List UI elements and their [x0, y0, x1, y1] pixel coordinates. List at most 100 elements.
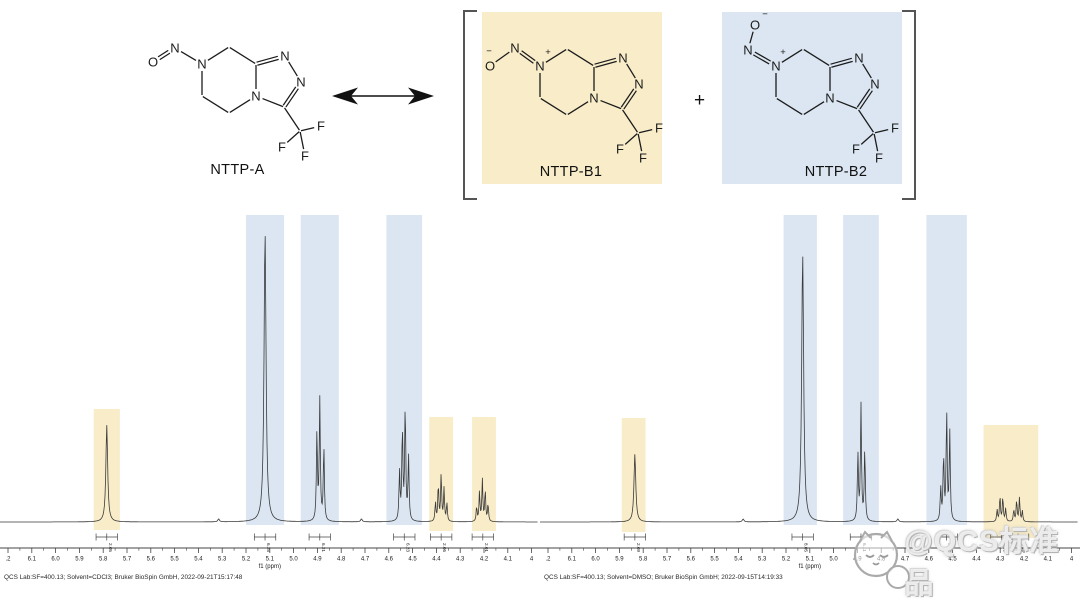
axis-tick-label: 5.9: [615, 557, 624, 563]
atom-label-O: O: [750, 18, 760, 33]
charge-label: −: [762, 10, 768, 20]
atom-label-N: N: [618, 51, 627, 66]
nttp-a-label: NTTP-A: [210, 162, 265, 178]
axis-tick-label: 5.3: [218, 557, 227, 563]
axis-tick-label: 5.0: [829, 557, 838, 563]
qcs-watermark: @QCS标准品: [848, 518, 1080, 602]
axis-tick-label: 5.9: [75, 557, 84, 563]
highlight-boxes: [93, 215, 496, 531]
axis-tick-label: 5.2: [782, 557, 791, 563]
axis-tick-label: 5.3: [758, 557, 767, 563]
atom-label-N: N: [854, 51, 863, 66]
resonance-arrow-icon: [332, 87, 434, 105]
axis-tick-label: 4.7: [361, 557, 370, 563]
spectrum-footer: QCS Lab:SF=400.13; Solvent=DMSO; Bruker …: [544, 574, 783, 581]
atom-label-N: N: [251, 89, 260, 104]
axis-tick-label: 5.5: [710, 557, 719, 563]
plus-sign: +: [694, 90, 706, 111]
axis-tick-label: 5.1: [266, 557, 275, 563]
axis-tick-label: 4.3: [996, 557, 1005, 563]
atom-label-N: N: [870, 77, 879, 92]
highlight-yellow: [429, 417, 454, 531]
atom-label-F: F: [891, 121, 899, 136]
atom-label-F: F: [301, 149, 309, 164]
atom-label-O: O: [148, 55, 158, 70]
atom-label-N: N: [296, 75, 305, 90]
axis-tick-label: 4.9: [313, 557, 322, 563]
axis-tick-label: 4.3: [456, 557, 465, 563]
axis-tick-label: 5.6: [687, 557, 696, 563]
axis-tick-label: 4.1: [1044, 557, 1053, 563]
axis-tick-label: 4.1: [504, 557, 513, 563]
atom-label-F: F: [875, 151, 883, 166]
axis-tick-label: 5.0: [289, 557, 298, 563]
axis-tick-label: 6.1: [28, 557, 37, 563]
nmr-spectrum-cdcl3: 2.05 6.28 6.21 6.23 2.06 2.01 .2 6.1 6.0 5.9 5.8 5.…: [0, 215, 540, 581]
axis-tick-label: 6.0: [51, 557, 60, 563]
axis-tick-label: 5.4: [194, 557, 203, 563]
axis-tick-label: 5.6: [147, 557, 156, 563]
charge-label: +: [545, 47, 551, 58]
axis-title: f1 (ppm): [799, 564, 821, 570]
nmr-trace: [540, 256, 1078, 523]
highlight-yellow: [983, 425, 1039, 538]
highlight-blue: [300, 215, 339, 525]
atom-label-N: N: [197, 57, 206, 72]
qcs-logo-icon: [853, 530, 910, 589]
atom-label-N: N: [771, 59, 780, 74]
axis-tick-label: 4.7: [901, 557, 910, 563]
axis-tick-label: 4.6: [925, 557, 934, 563]
atom-label-N: N: [634, 77, 643, 92]
ppm-axis: .2 6.1 6.0 5.9 5.8 5.7 5.6 5.5 5.4 5.3 5.2 5.1 5.0 4.…: [0, 547, 540, 570]
nmr-trace: [0, 236, 538, 523]
bracket-close: [902, 10, 916, 200]
axis-tick-label: 5.4: [734, 557, 743, 563]
nttp-b1-label: NTTP-B1: [539, 164, 603, 180]
axis-tick-label: 4.6: [385, 557, 394, 563]
atom-label-F: F: [852, 142, 860, 157]
axis-tick-label: 5.2: [242, 557, 251, 563]
integral-marks: 2.05 6.28 6.21 6.23 2.06 2.01: [95, 533, 494, 552]
axis-tick-label: .2: [545, 557, 551, 563]
atom-label-N: N: [743, 43, 752, 58]
nttp-b2-highlight-panel: [722, 12, 902, 184]
atom-label-F: F: [639, 151, 647, 166]
axis-tick-label: 6.0: [591, 557, 600, 563]
highlight-boxes: [621, 215, 1039, 538]
spectrum-footer: QCS Lab:SF=400.13; Solvent=CDCl3; Bruker…: [4, 574, 243, 581]
axis-tick-label: 5.8: [639, 557, 648, 563]
charge-label: −: [486, 46, 492, 57]
axis-tick-label: 4.5: [948, 557, 957, 563]
atom-label-F: F: [278, 140, 286, 155]
nmr-spectrum-dmso: 2.098.056.116.022.052.08.26.16.05.95.85.…: [540, 215, 1080, 581]
axis-tick-label: 4.5: [408, 557, 417, 563]
axis-tick-label: 4.4: [972, 557, 981, 563]
highlight-blue: [843, 215, 879, 525]
axis-tick-label: .2: [5, 557, 11, 563]
charge-label: +: [780, 47, 786, 58]
axis-tick-label: 4: [1070, 557, 1074, 563]
axis-tick-label: 6.1: [568, 557, 577, 563]
atom-label-F: F: [317, 119, 325, 134]
atom-label-F: F: [655, 121, 663, 136]
nttp-b2-label: NTTP-B2: [804, 164, 868, 180]
bracket-open: [463, 10, 477, 200]
axis-tick-label: 4.2: [1020, 557, 1029, 563]
atom-label-F: F: [616, 142, 624, 157]
atom-label-O: O: [485, 59, 495, 74]
axis-tick-label: 4: [530, 557, 534, 563]
axis-title: f1 (ppm): [259, 564, 281, 570]
axis-tick-label: 4.8: [337, 557, 346, 563]
axis-tick-label: 5.5: [170, 557, 179, 563]
atom-label-N: N: [510, 41, 519, 56]
atom-label-N: N: [589, 91, 598, 106]
axis-tick-label: 4.4: [432, 557, 441, 563]
axis-tick-label: 4.2: [480, 557, 489, 563]
atom-label-N: N: [280, 49, 289, 64]
atom-label-N: N: [170, 41, 179, 56]
axis-tick-label: 5.7: [123, 557, 132, 563]
